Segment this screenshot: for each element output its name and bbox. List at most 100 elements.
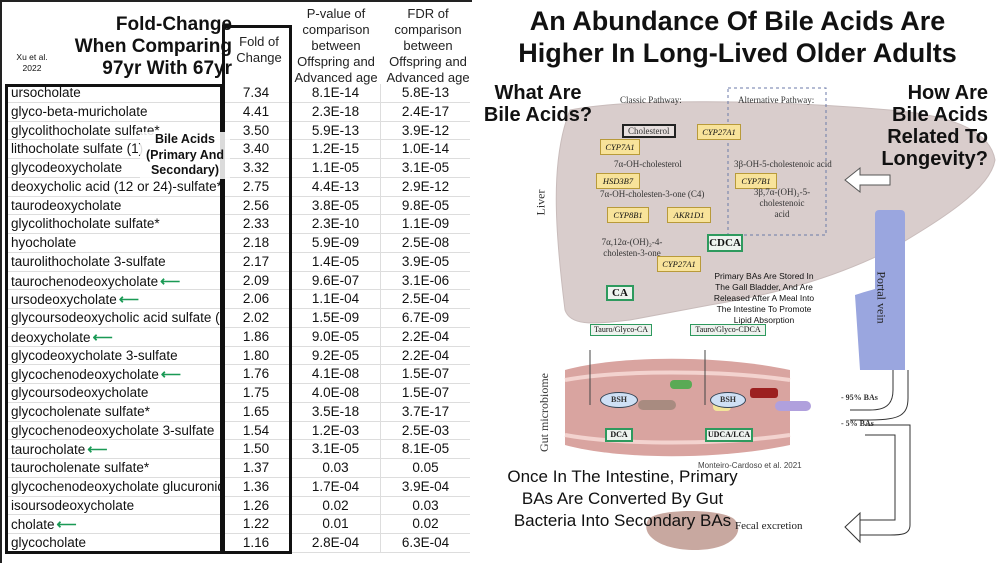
fold-change-value: 2.02 — [222, 309, 290, 327]
return-arrow-5 — [860, 424, 911, 536]
fdr-value-text: 2.2E-04 — [401, 347, 450, 363]
table-row: glycodeoxycholate 3-sulfate 1.80 9.2E-05 2.… — [5, 346, 470, 366]
p-value-text: 4.0E-08 — [311, 385, 360, 400]
enzyme-hsd3b7: HSD3B7 — [596, 173, 640, 189]
p-value: 1.5E-09 — [290, 309, 380, 327]
table-citation: Xu et al. 2022 — [16, 52, 48, 73]
p-value: 3.5E-18 — [290, 402, 380, 421]
fold-change-value: 1.37 — [222, 459, 290, 477]
fdr-value-text: 8.1E-05 — [401, 441, 450, 457]
p-value-text: 0.02 — [322, 497, 349, 513]
table-row: taurocholenate sulfate* 1.37 0.03 0.05 — [5, 459, 470, 478]
fold-change-value: 1.54 — [222, 422, 290, 440]
liver-arrow — [844, 166, 891, 194]
fdr-value: 0.05 — [380, 459, 470, 477]
fdr-value-text: 1.1E-09 — [401, 216, 450, 232]
bile-acid-name: glycolithocholate sulfate* — [5, 122, 222, 140]
pct-95-label: - 95% BAs — [841, 393, 878, 402]
bile-acid-name: taurodeoxycholate — [5, 197, 222, 215]
bile-acid-name: glycochenodeoxycholate ⟵ — [5, 365, 222, 383]
p-value: 3.1E-05 — [290, 440, 380, 458]
table-title: Fold-Change When Comparing 97yr With 67y… — [74, 14, 232, 79]
p-value: 1.2E-03 — [290, 421, 380, 440]
bile-acid-name-text: glycochenodeoxycholate 3-sulfate — [11, 422, 215, 438]
p-value: 3.8E-05 — [290, 196, 380, 215]
fdr-value: 3.7E-17 — [380, 402, 470, 421]
fdr-value: 3.9E-04 — [380, 477, 470, 496]
table-row: deoxycholic acid (12 or 24)-sulfate* 2.75… — [5, 177, 470, 197]
p-value-text: 9.2E-05 — [311, 347, 360, 363]
table-row: taurodeoxycholate 2.56 3.8E-05 9.8E-05 — [5, 196, 470, 216]
pct-5-label: - 5% BAs — [841, 419, 874, 428]
p-value-text: 1.2E-15 — [311, 141, 360, 157]
table-row: glycochenodeoxycholate ⟵ 1.76 4.1E-08 1.5E-0… — [5, 365, 470, 384]
p-value-text: 5.9E-09 — [311, 235, 360, 250]
fdr-value-text: 6.3E-04 — [401, 535, 450, 550]
bile-acid-name: taurocholenate sulfate* — [5, 459, 222, 477]
fdr-value: 3.9E-12 — [380, 121, 470, 140]
fold-change-value: 3.32 — [222, 159, 290, 177]
fdr-value-text: 3.9E-04 — [401, 478, 450, 494]
alternative-pathway-frame — [727, 87, 827, 236]
bsh-enzyme-1: BSH — [600, 392, 638, 408]
p-value-text: 1.1E-05 — [311, 160, 360, 175]
p-value: 4.4E-13 — [290, 177, 380, 196]
storage-note: Primary BAs Are Stored In The Gall Bladd… — [713, 271, 815, 325]
bile-acid-name: glycochenodeoxycholate glucuronide — [5, 478, 222, 496]
bile-acid-name-text: glyco-beta-muricholate — [11, 103, 148, 119]
enzyme-cyp7a1: CYP7A1 — [600, 139, 640, 155]
fold-change-value: 1.26 — [222, 497, 290, 515]
fdr-value: 0.02 — [380, 515, 470, 533]
fdr-value: 2.2E-04 — [380, 346, 470, 365]
fold-change-value: 1.50 — [222, 440, 290, 458]
what-are-bile-acids: What Are Bile Acids? — [483, 82, 593, 126]
how-related-to-longevity: How Are Bile Acids Related To Longevity? — [881, 82, 988, 170]
classic-pathway-label: Classic Pathway: — [620, 95, 682, 105]
name-column-frame — [5, 84, 223, 554]
fold-change-value: 1.65 — [222, 403, 290, 421]
fold-change-value: 1.16 — [222, 534, 290, 552]
fold-change-value: 1.75 — [222, 384, 290, 402]
p-value: 4.0E-08 — [290, 384, 380, 402]
fdr-value: 1.1E-09 — [380, 215, 470, 233]
c4-label: 7α-OH-cholesten-3-one (C4) — [600, 189, 705, 199]
fdr-value: 6.3E-04 — [380, 534, 470, 552]
p-value-text: 9.6E-07 — [311, 272, 360, 288]
table-row: ursodeoxycholate ⟵ 2.06 1.1E-04 2.5E-04 — [5, 290, 470, 309]
fdr-value: 2.5E-03 — [380, 421, 470, 440]
fold-change-value-text: 1.50 — [242, 441, 270, 457]
bile-acid-name-text: glycodeoxycholate 3-sulfate — [11, 347, 178, 363]
green-arrow-icon: ⟵ — [160, 272, 181, 289]
bile-acid-name-text: taurocholenate sulfate* — [11, 460, 150, 475]
diol-acid-label: 3β,7α-(OH)₂-5-cholestenoic acid — [753, 187, 811, 219]
bile-acid-name: glyco-beta-muricholate — [5, 103, 222, 121]
table-row: deoxycholate ⟵ 1.86 9.0E-05 2.2E-04 — [5, 327, 470, 347]
table-row: glycoursodeoxycholate 1.75 4.0E-08 1.5E-07 — [5, 384, 470, 403]
table-row: glycochenodeoxycholate 3-sulfate 1.54 1.2E… — [5, 421, 470, 441]
bile-acid-name: hyocholate — [5, 234, 222, 252]
fold-change-value: 1.86 — [222, 328, 290, 346]
fdr-value-text: 2.4E-17 — [401, 103, 450, 119]
p-value: 8.1E-14 — [290, 84, 380, 102]
bile-acid-name-text: ursodeoxycholate — [11, 292, 117, 308]
enzyme-cyp7b1: CYP7B1 — [735, 173, 777, 189]
bile-acid-name: taurocholate ⟵ — [5, 440, 222, 458]
fold-change-value: 2.75 — [222, 178, 290, 196]
bile-acid-name: glycochenodeoxycholate 3-sulfate — [5, 422, 222, 440]
p-value-text: 2.8E-04 — [311, 535, 360, 550]
bile-acid-name-text: isoursodeoxycholate — [11, 497, 135, 513]
bile-acid-name-text: taurodeoxycholate — [11, 197, 122, 213]
fdr-value: 8.1E-05 — [380, 440, 470, 458]
fdr-value: 5.8E-13 — [380, 84, 470, 102]
enzyme-cyp27a1-top: CYP27A1 — [697, 124, 741, 140]
fold-change-value: 1.22 — [222, 515, 290, 533]
bile-acid-name-text: glycolithocholate sulfate* — [11, 122, 160, 138]
p-value-text: 2.3E-10 — [311, 216, 360, 232]
fdr-value: 3.9E-05 — [380, 252, 470, 271]
fold-change-value: 1.76 — [222, 365, 290, 383]
fdr-value-text: 1.0E-14 — [401, 141, 450, 157]
bile-acid-name-text: deoxycholic acid (12 or 24)-sulfate* — [11, 178, 222, 194]
table-row: taurochenodeoxycholate ⟵ 2.09 9.6E-07 3.1E-0… — [5, 271, 470, 291]
oh-cholesterol-label: 7α-OH-cholesterol — [614, 159, 682, 169]
table-row: glycocholenate sulfate* 1.65 3.5E-18 3.7E-1… — [5, 402, 470, 422]
